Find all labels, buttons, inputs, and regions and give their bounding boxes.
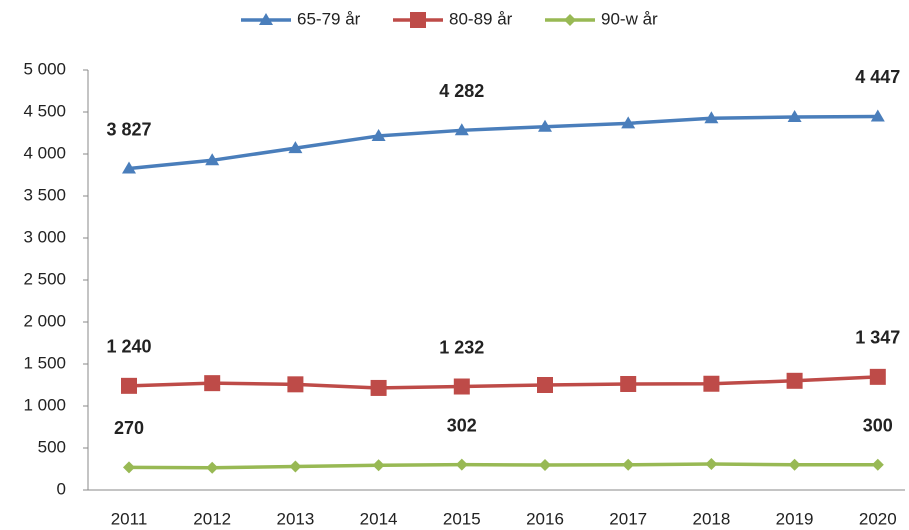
marker (620, 375, 637, 392)
marker (539, 458, 551, 471)
data-label: 1 232 (439, 337, 484, 357)
y-tick-label: 2 000 (23, 311, 66, 330)
marker (204, 375, 221, 392)
data-label: 1 240 (106, 337, 151, 357)
marker (786, 372, 803, 389)
marker (453, 378, 470, 395)
data-label: 300 (863, 416, 893, 436)
x-tick-label: 2012 (193, 509, 231, 528)
data-label: 4 282 (439, 81, 484, 101)
y-tick-label: 3 000 (23, 227, 66, 246)
y-tick-label: 2 500 (23, 269, 66, 288)
marker (537, 377, 553, 393)
y-tick-label: 0 (57, 479, 66, 498)
marker (289, 460, 302, 473)
x-tick-label: 2015 (443, 509, 481, 528)
marker (538, 119, 552, 132)
marker (869, 368, 886, 385)
marker (206, 461, 219, 474)
marker (788, 458, 801, 471)
y-tick-label: 1 500 (23, 353, 66, 372)
x-tick-label: 2016 (526, 509, 564, 528)
series-line (128, 375, 878, 390)
x-tick-label: 2017 (609, 509, 647, 528)
marker (621, 116, 636, 129)
marker (205, 153, 220, 166)
series-line (128, 462, 878, 470)
x-tick-label: 2018 (692, 509, 730, 528)
data-label: 270 (114, 418, 144, 438)
legend-label: 80-89 år (449, 9, 513, 28)
x-tick-label: 2019 (776, 509, 814, 528)
marker (455, 458, 468, 471)
marker (870, 109, 885, 122)
y-tick-label: 5 000 (23, 59, 66, 78)
marker (787, 110, 802, 123)
x-tick-label: 2013 (276, 509, 314, 528)
series-line (128, 114, 878, 171)
legend-label: 90-w år (601, 9, 658, 28)
x-tick-label: 2020 (859, 509, 897, 528)
y-tick-label: 4 000 (23, 143, 66, 162)
marker (564, 14, 576, 26)
y-tick-label: 3 500 (23, 185, 66, 204)
x-tick-label: 2011 (111, 509, 148, 528)
marker (703, 375, 720, 392)
marker (121, 377, 137, 394)
x-tick-label: 2014 (360, 509, 398, 528)
marker (122, 161, 136, 174)
marker (259, 13, 273, 25)
marker (622, 458, 635, 471)
data-label: 4 447 (855, 67, 900, 87)
marker (705, 457, 718, 470)
marker (871, 458, 884, 471)
marker (410, 12, 426, 28)
y-tick-label: 500 (38, 437, 66, 456)
marker (123, 461, 135, 474)
data-label: 302 (447, 415, 477, 435)
y-tick-label: 1 000 (23, 395, 66, 414)
marker (371, 128, 386, 141)
marker (288, 141, 303, 154)
marker (454, 123, 469, 136)
marker (287, 376, 304, 393)
marker (370, 379, 387, 396)
data-label: 1 347 (855, 328, 900, 348)
marker (704, 111, 719, 124)
y-tick-label: 4 500 (23, 101, 66, 120)
data-label: 3 827 (106, 119, 151, 139)
marker (372, 459, 385, 472)
legend-label: 65-79 år (297, 9, 361, 28)
